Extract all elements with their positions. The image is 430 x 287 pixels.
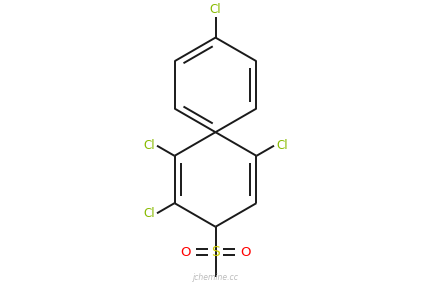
Text: Cl: Cl bbox=[209, 3, 221, 16]
Text: O: O bbox=[240, 246, 250, 259]
Text: O: O bbox=[180, 246, 190, 259]
Text: Cl: Cl bbox=[143, 207, 154, 220]
Text: Cl: Cl bbox=[143, 139, 154, 152]
Text: Cl: Cl bbox=[276, 139, 287, 152]
Text: S: S bbox=[211, 245, 219, 259]
Text: jchemine.cc: jchemine.cc bbox=[192, 273, 238, 282]
